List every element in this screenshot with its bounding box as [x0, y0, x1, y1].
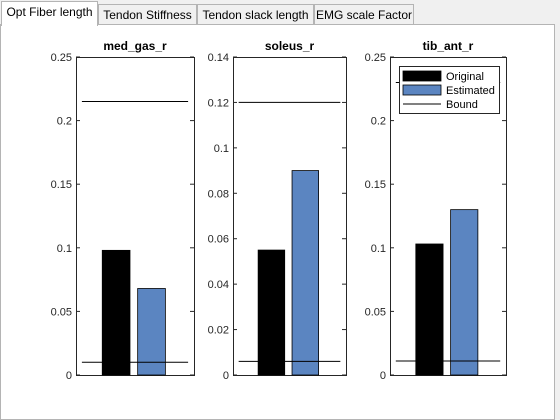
- y-tick-label: 0: [380, 370, 386, 382]
- bar-estimated: [291, 170, 319, 376]
- y-tick-label: 0.02: [208, 325, 229, 337]
- y-tick-label: 0.12: [208, 97, 229, 109]
- legend-swatch-original: [402, 70, 442, 82]
- y-tick-label: 0.2: [57, 116, 72, 128]
- y-tick-label: 0.25: [51, 52, 72, 64]
- tab-tendon-slack-length[interactable]: Tendon slack length: [197, 4, 314, 25]
- y-tick-label: 0.1: [371, 243, 386, 255]
- y-tick-label: 0.15: [51, 179, 72, 191]
- bar-estimated: [137, 288, 166, 376]
- y-tick-label: 0.14: [208, 52, 229, 64]
- tab-opt-fiber-length[interactable]: Opt Fiber length: [1, 1, 98, 26]
- y-tick-label: 0.05: [51, 306, 72, 318]
- y-tick-label: 0.04: [208, 279, 229, 291]
- y-tick-label: 0: [66, 370, 72, 382]
- chart-med-gas-r: med_gas_r 0 0.05 0.1 0.15 0.2 0.25: [51, 39, 195, 382]
- chart-title: med_gas_r: [103, 39, 167, 53]
- y-tick-label: 0: [223, 370, 229, 382]
- tab-tendon-stiffness[interactable]: Tendon Stiffness: [98, 4, 197, 25]
- y-tick-label: 0.1: [57, 243, 72, 255]
- bar-original: [101, 249, 131, 376]
- axes-box: [76, 57, 195, 376]
- legend: Original Estimated Bound: [399, 66, 500, 114]
- y-tick-label: 0.2: [371, 116, 386, 128]
- legend-label-estimated: Estimated: [446, 85, 495, 97]
- legend-swatch-estimated: [402, 84, 442, 96]
- bar-original: [257, 249, 286, 376]
- legend-label-bound: Bound: [446, 99, 478, 111]
- y-tick-label: 0.05: [365, 306, 386, 318]
- legend-label-original: Original: [446, 71, 484, 83]
- axes-box: [233, 57, 347, 376]
- y-tick-label: 0.06: [208, 234, 229, 246]
- y-tick-label: 0.15: [365, 179, 386, 191]
- y-tick-label: 0.25: [365, 52, 386, 64]
- chart-title: soleus_r: [265, 39, 315, 53]
- y-tick-label: 0.08: [208, 188, 229, 200]
- chart-soleus-r: soleus_r 0 0.02 0.04 0.06 0.08 0.1 0.12 0.14: [208, 39, 347, 382]
- y-tick-label: 0.1: [214, 143, 229, 155]
- tab-bar: Opt Fiber length Tendon Stiffness Tendon…: [0, 0, 560, 26]
- bar-estimated: [450, 209, 479, 376]
- tab-emg-scale-factor[interactable]: EMG scale Factor: [314, 4, 414, 25]
- chart-title: tib_ant_r: [423, 39, 474, 53]
- bar-original: [415, 243, 444, 376]
